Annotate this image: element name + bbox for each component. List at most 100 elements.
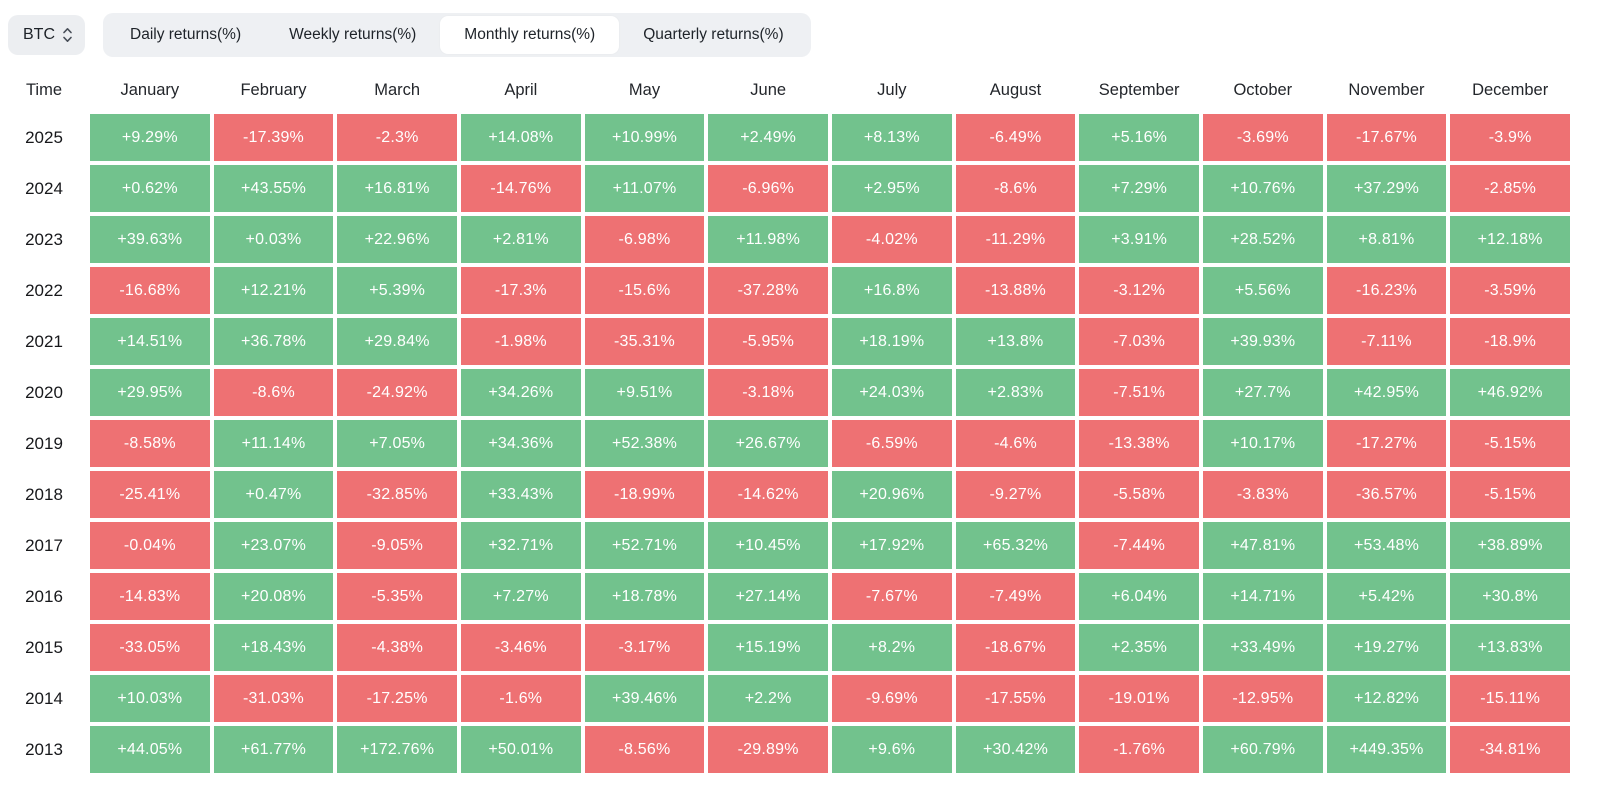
return-cell: +13.8% <box>955 318 1076 365</box>
return-cell: +5.42% <box>1326 573 1447 620</box>
return-cell: -2.3% <box>337 114 457 161</box>
return-cell: -17.27% <box>1326 420 1447 467</box>
return-cell: -13.88% <box>955 267 1076 314</box>
return-cell: -7.03% <box>1079 318 1199 365</box>
return-cell: +37.29% <box>1326 165 1447 212</box>
return-cell: -8.6% <box>955 165 1076 212</box>
return-cell: +16.8% <box>831 267 952 314</box>
return-cell: -14.76% <box>460 165 581 212</box>
month-column-header: October <box>1233 81 1293 99</box>
return-cell: +39.46% <box>584 675 705 722</box>
return-cell: +39.93% <box>1202 318 1323 365</box>
return-cell: +2.49% <box>708 114 828 161</box>
return-cell: -3.18% <box>708 369 828 416</box>
return-cell: +27.14% <box>708 573 828 620</box>
return-cell: +2.2% <box>708 675 828 722</box>
return-cell: -6.96% <box>708 165 828 212</box>
year-label: 2021 <box>25 331 63 351</box>
table-row: 2014 +10.03% -31.03% -17.25% -1.6% +39.46% +2.… <box>0 675 1572 722</box>
month-column-header: March <box>374 81 421 99</box>
return-cell: +23.07% <box>213 522 334 569</box>
return-cell: +14.71% <box>1202 573 1323 620</box>
return-cell: -7.51% <box>1079 369 1199 416</box>
year-label: 2025 <box>25 127 63 147</box>
return-cell: +18.43% <box>213 624 334 671</box>
tab-monthly-returns[interactable]: Monthly returns(%) <box>440 16 620 54</box>
return-cell: +7.29% <box>1079 165 1199 212</box>
return-cell: -9.69% <box>831 675 952 722</box>
return-cell: -19.01% <box>1079 675 1199 722</box>
month-column-header: August <box>989 81 1042 99</box>
return-cell: +5.39% <box>337 267 457 314</box>
return-cell: -17.3% <box>460 267 581 314</box>
table-row: 2024 +0.62% +43.55% +16.81% -14.76% +11.07% -6… <box>0 165 1572 212</box>
return-cell: +10.99% <box>584 114 705 161</box>
return-cell: +22.96% <box>337 216 457 263</box>
return-cell: +11.07% <box>584 165 705 212</box>
return-cell: +20.08% <box>213 573 334 620</box>
return-cell: -25.41% <box>90 471 210 518</box>
month-column-header: April <box>504 81 538 99</box>
time-column-header: Time <box>25 81 63 99</box>
returns-heatmap-table: 2025 +9.29% -17.39% -2.3% +14.08% +10.99% +2.4… <box>0 114 1572 773</box>
return-cell: +60.79% <box>1202 726 1323 773</box>
return-cell: +10.03% <box>90 675 210 722</box>
return-cell: +172.76% <box>337 726 457 773</box>
return-cell: +50.01% <box>460 726 581 773</box>
return-cell: -14.83% <box>90 573 210 620</box>
tab-daily-returns[interactable]: Daily returns(%) <box>130 26 242 43</box>
tab-quarterly-returns[interactable]: Quarterly returns(%) <box>643 26 784 43</box>
return-cell: +8.2% <box>831 624 952 671</box>
return-cell: -18.67% <box>955 624 1076 671</box>
return-cell: -35.31% <box>584 318 705 365</box>
return-cell: -36.57% <box>1326 471 1447 518</box>
return-cell: +9.51% <box>584 369 705 416</box>
return-cell: -8.6% <box>213 369 334 416</box>
return-cell: -7.67% <box>831 573 952 620</box>
symbol-select[interactable]: BTC <box>8 15 85 55</box>
return-cell: +52.38% <box>584 420 705 467</box>
tab-weekly-returns[interactable]: Weekly returns(%) <box>289 26 417 43</box>
return-cell: -6.49% <box>955 114 1076 161</box>
return-cell: -1.98% <box>460 318 581 365</box>
year-label: 2013 <box>25 739 63 759</box>
return-cell: +36.78% <box>213 318 334 365</box>
return-cell: -29.89% <box>708 726 828 773</box>
return-cell: +12.18% <box>1450 216 1570 263</box>
return-cell: +44.05% <box>90 726 210 773</box>
return-cell: +20.96% <box>831 471 952 518</box>
return-cell: -1.6% <box>460 675 581 722</box>
month-column-header: December <box>1472 81 1549 99</box>
return-cell: -14.62% <box>708 471 828 518</box>
month-column-header: July <box>877 81 907 99</box>
return-cell: -9.27% <box>955 471 1076 518</box>
return-cell: -0.04% <box>90 522 210 569</box>
return-cell: +34.26% <box>460 369 581 416</box>
return-cell: +34.36% <box>460 420 581 467</box>
return-cell: +7.05% <box>337 420 457 467</box>
return-cell: -3.9% <box>1450 114 1570 161</box>
table-row: 2020 +29.95% -8.6% -24.92% +34.26% +9.51% -3.1… <box>0 369 1572 416</box>
return-cell: +33.43% <box>460 471 581 518</box>
return-cell: -15.6% <box>584 267 705 314</box>
return-cell: +2.95% <box>831 165 952 212</box>
return-cell: +18.78% <box>584 573 705 620</box>
return-cell: +10.17% <box>1202 420 1323 467</box>
return-cell: +11.14% <box>213 420 334 467</box>
return-cell: -6.98% <box>584 216 705 263</box>
return-cell: +10.45% <box>708 522 828 569</box>
year-label: 2022 <box>25 280 63 300</box>
return-cell: -17.55% <box>955 675 1076 722</box>
return-cell: +29.95% <box>90 369 210 416</box>
return-cell: +46.92% <box>1450 369 1570 416</box>
return-cell: +32.71% <box>460 522 581 569</box>
return-cell: -24.92% <box>337 369 457 416</box>
return-cell: -5.58% <box>1079 471 1199 518</box>
table-row: 2016 -14.83% +20.08% -5.35% +7.27% +18.78% +27… <box>0 573 1572 620</box>
return-cell: +17.92% <box>831 522 952 569</box>
month-column-header: January <box>120 81 180 99</box>
returns-period-tabs: Daily returns(%) Weekly returns(%) Monthly… <box>103 13 811 57</box>
return-cell: +42.95% <box>1326 369 1447 416</box>
return-cell: -3.69% <box>1202 114 1323 161</box>
return-cell: +449.35% <box>1326 726 1447 773</box>
